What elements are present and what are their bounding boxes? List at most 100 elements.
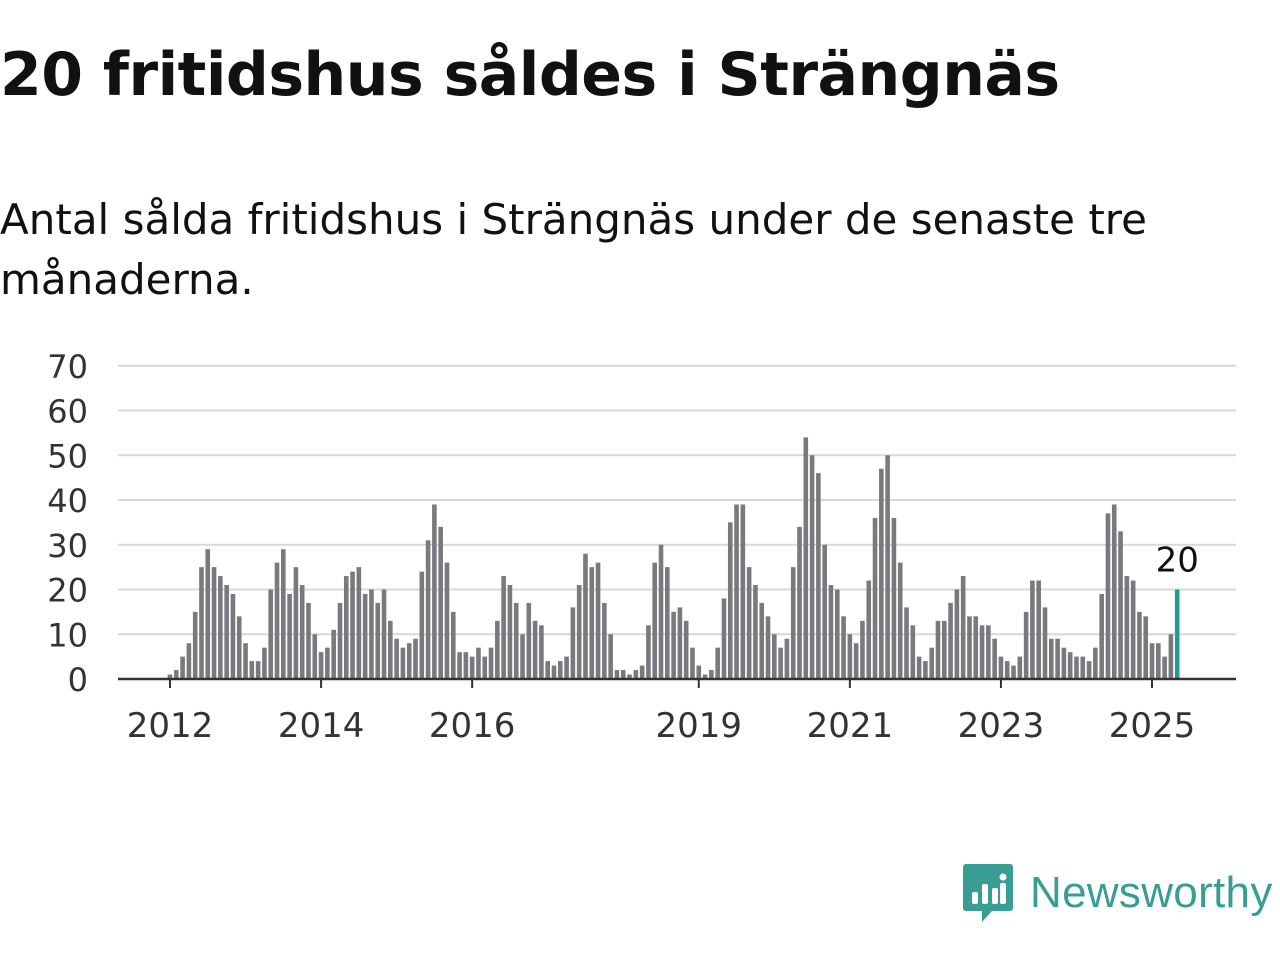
bar bbox=[809, 455, 815, 679]
bar bbox=[772, 634, 777, 679]
bar bbox=[400, 647, 406, 679]
bar bbox=[652, 562, 658, 679]
bar bbox=[816, 473, 821, 679]
bar bbox=[602, 602, 607, 679]
bar bbox=[306, 602, 311, 679]
bar bbox=[1118, 531, 1123, 679]
bar bbox=[218, 576, 223, 679]
bar bbox=[551, 665, 557, 679]
bar bbox=[438, 526, 443, 679]
y-tick-label: 30 bbox=[47, 527, 88, 565]
bar bbox=[570, 607, 576, 679]
bar bbox=[350, 571, 355, 679]
bar bbox=[948, 602, 953, 679]
bar bbox=[960, 576, 966, 679]
bar bbox=[589, 567, 595, 679]
bar bbox=[683, 620, 689, 679]
y-tick-label: 20 bbox=[47, 572, 88, 610]
bar bbox=[696, 665, 702, 679]
bar bbox=[362, 593, 368, 679]
bar bbox=[1030, 580, 1035, 679]
bar bbox=[671, 611, 676, 679]
bar bbox=[715, 647, 720, 679]
bar bbox=[205, 549, 211, 679]
x-tick-label: 2014 bbox=[278, 706, 365, 746]
bar bbox=[268, 589, 274, 679]
bar bbox=[419, 571, 425, 679]
bar bbox=[539, 625, 544, 679]
bar bbox=[1168, 634, 1174, 679]
bar bbox=[1149, 643, 1155, 679]
bar bbox=[375, 602, 381, 679]
bar bbox=[312, 634, 318, 679]
page-subtitle: Antal sålda fritidshus i Strängnäs under… bbox=[0, 195, 1147, 304]
bar bbox=[545, 661, 550, 679]
bar bbox=[847, 634, 853, 679]
bar bbox=[1099, 593, 1104, 679]
bar bbox=[469, 656, 475, 679]
bar bbox=[759, 602, 765, 679]
bar bbox=[425, 540, 431, 679]
bar bbox=[557, 661, 563, 679]
x-tick-label: 2025 bbox=[1109, 706, 1196, 746]
page-title: 20 fritidshus såldes i Strängnäs bbox=[0, 40, 1060, 110]
y-tick-label: 0 bbox=[68, 661, 88, 699]
bar bbox=[734, 504, 739, 679]
bar bbox=[224, 585, 229, 679]
bar bbox=[885, 455, 890, 679]
bar bbox=[513, 602, 519, 679]
bar bbox=[690, 647, 695, 679]
bar bbox=[866, 580, 872, 679]
bar bbox=[337, 602, 343, 679]
bar bbox=[576, 585, 582, 679]
bar bbox=[784, 638, 790, 679]
bar bbox=[1086, 661, 1092, 679]
bar bbox=[243, 643, 248, 679]
bar bbox=[790, 567, 796, 679]
bar bbox=[1143, 616, 1149, 679]
bar bbox=[897, 562, 903, 679]
bar bbox=[388, 620, 393, 679]
bar-chart: 0 10 20 30 40 50 60 70 2012 2014 2016 2019 2021 2023 2… bbox=[47, 348, 1236, 746]
bar bbox=[941, 620, 947, 679]
bar bbox=[639, 665, 645, 679]
bar bbox=[778, 647, 783, 679]
bar bbox=[199, 567, 204, 679]
brand-name: Newsworthy bbox=[1030, 868, 1273, 917]
bar bbox=[658, 544, 664, 679]
bar bbox=[274, 562, 280, 679]
bar bbox=[299, 585, 305, 679]
x-tick-label: 2021 bbox=[807, 706, 894, 746]
bar bbox=[828, 585, 834, 679]
bar bbox=[501, 576, 506, 679]
bar bbox=[281, 549, 286, 679]
bar bbox=[293, 567, 299, 679]
bar bbox=[1055, 638, 1060, 679]
bar bbox=[564, 656, 569, 679]
bar bbox=[646, 625, 651, 679]
bar bbox=[1105, 513, 1111, 679]
bar bbox=[211, 567, 217, 679]
bar bbox=[249, 661, 255, 679]
bar bbox=[702, 674, 708, 679]
bar bbox=[1124, 576, 1130, 679]
bar bbox=[507, 585, 513, 679]
bar bbox=[992, 638, 997, 679]
bar bbox=[1049, 638, 1054, 679]
bar bbox=[236, 616, 242, 679]
bar bbox=[356, 567, 362, 679]
bar bbox=[935, 620, 941, 679]
bar bbox=[979, 625, 985, 679]
bar bbox=[709, 670, 714, 679]
bar bbox=[1017, 656, 1023, 679]
bar bbox=[860, 620, 865, 679]
bar bbox=[753, 585, 758, 679]
bar bbox=[834, 589, 840, 679]
bar bbox=[173, 670, 179, 679]
bar bbox=[740, 504, 746, 679]
bar bbox=[432, 504, 437, 679]
bar bbox=[318, 652, 324, 679]
bar bbox=[891, 517, 897, 679]
bar bbox=[192, 611, 198, 679]
bar bbox=[255, 661, 261, 679]
